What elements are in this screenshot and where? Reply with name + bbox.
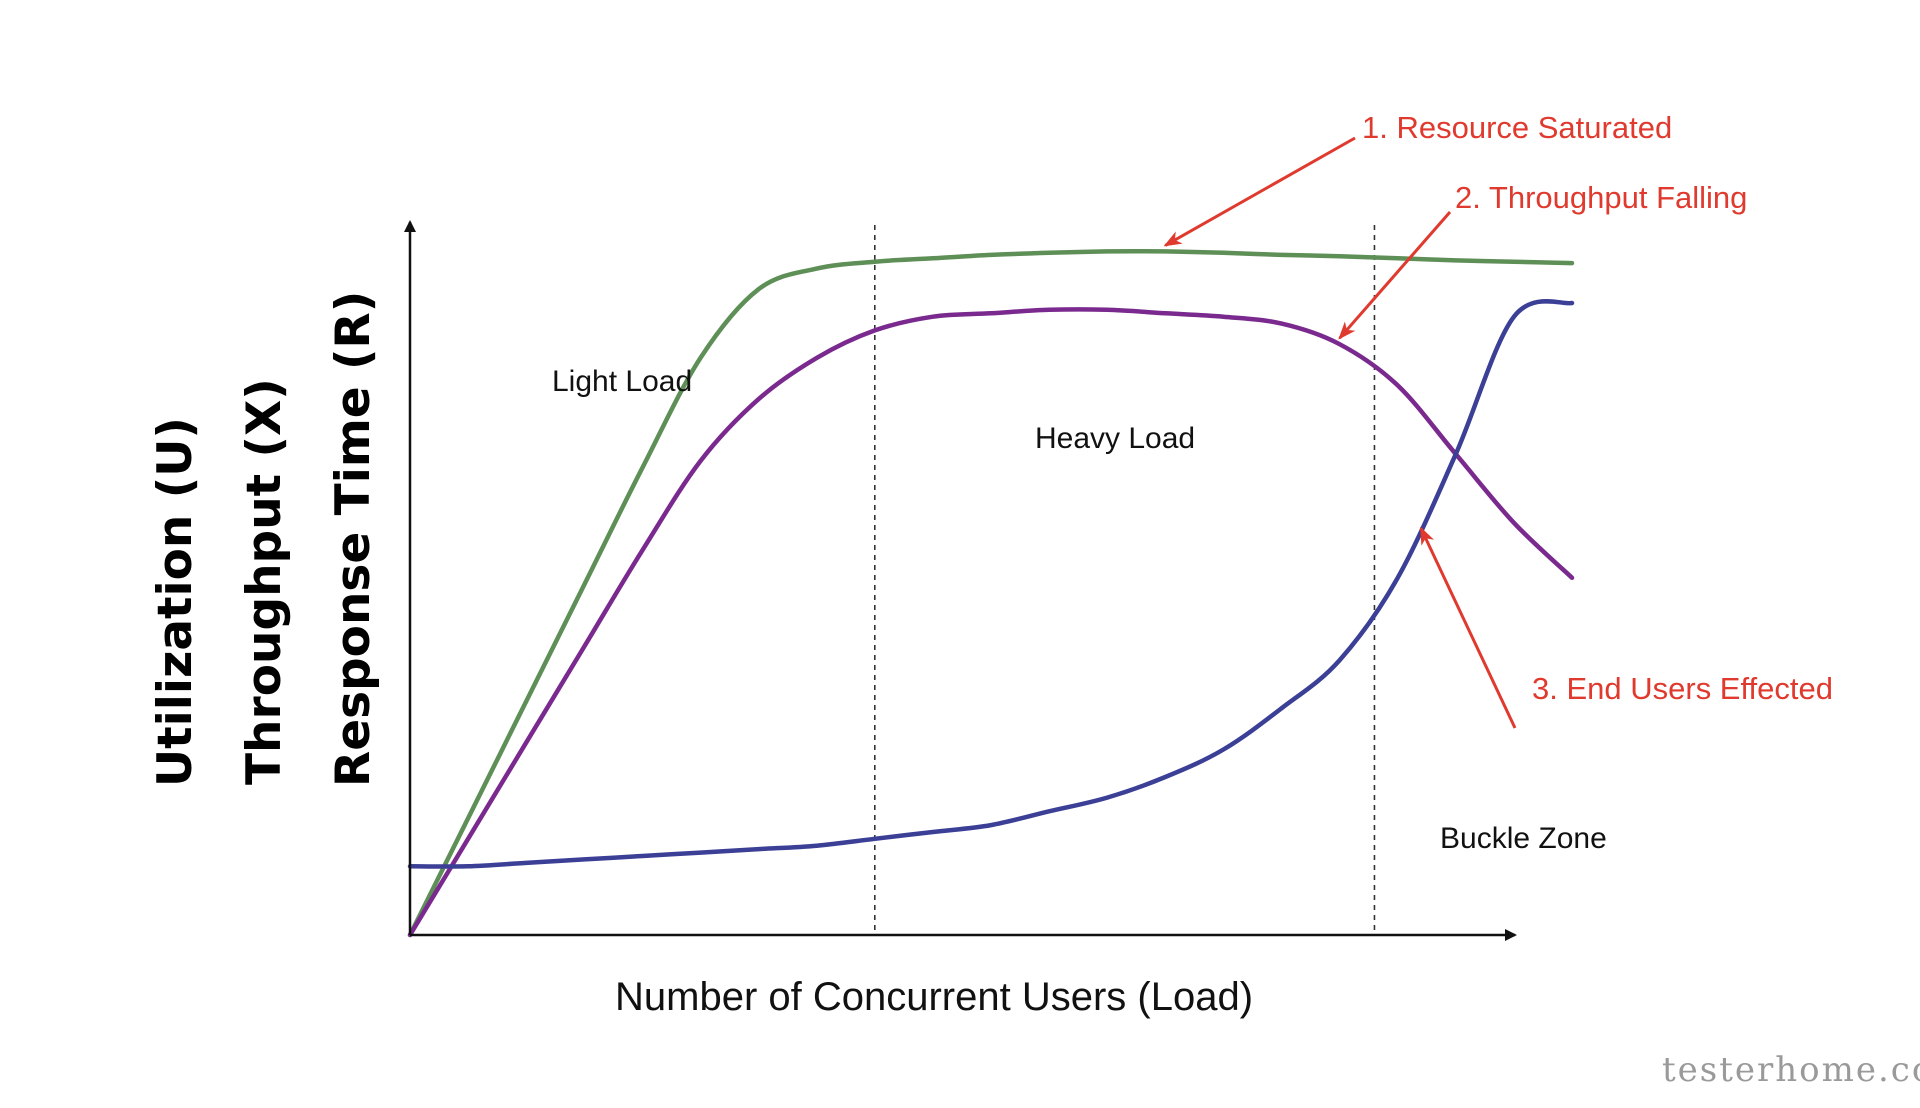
zone-label-buckle-zone: Buckle Zone <box>1440 822 1607 855</box>
y-label-response-time: Response Time (R) <box>326 290 381 787</box>
annotation-arrows <box>1163 136 1517 729</box>
watermark: testerhome.com <box>1662 1050 1920 1090</box>
annotation-resource-saturated: 1. Resource Saturated <box>1362 110 1673 145</box>
annotation-arrow-1 <box>1163 136 1356 247</box>
series-line-throughput <box>407 307 1575 938</box>
series-lines <box>407 249 1575 938</box>
zone-label-heavy-load: Heavy Load <box>1035 422 1196 455</box>
zone-label-light-load: Light Load <box>552 365 693 398</box>
x-axis-label: Number of Concurrent Users (Load) <box>615 975 1254 1019</box>
annotation-arrow-2 <box>1338 211 1452 340</box>
annotation-arrow-3 <box>1419 526 1517 729</box>
axes <box>404 220 1517 941</box>
series-line-response-time <box>407 299 1575 869</box>
zone-dividers <box>873 225 1376 932</box>
annotation-end-users-effected: 3. End Users Effected <box>1532 671 1833 706</box>
annotation-throughput-falling: 2. Throughput Falling <box>1455 180 1748 215</box>
y-label-utilization: Utilization (U) <box>148 417 203 787</box>
y-label-throughput: Throughput (X) <box>237 378 292 785</box>
series-line-utilization <box>407 249 1575 938</box>
